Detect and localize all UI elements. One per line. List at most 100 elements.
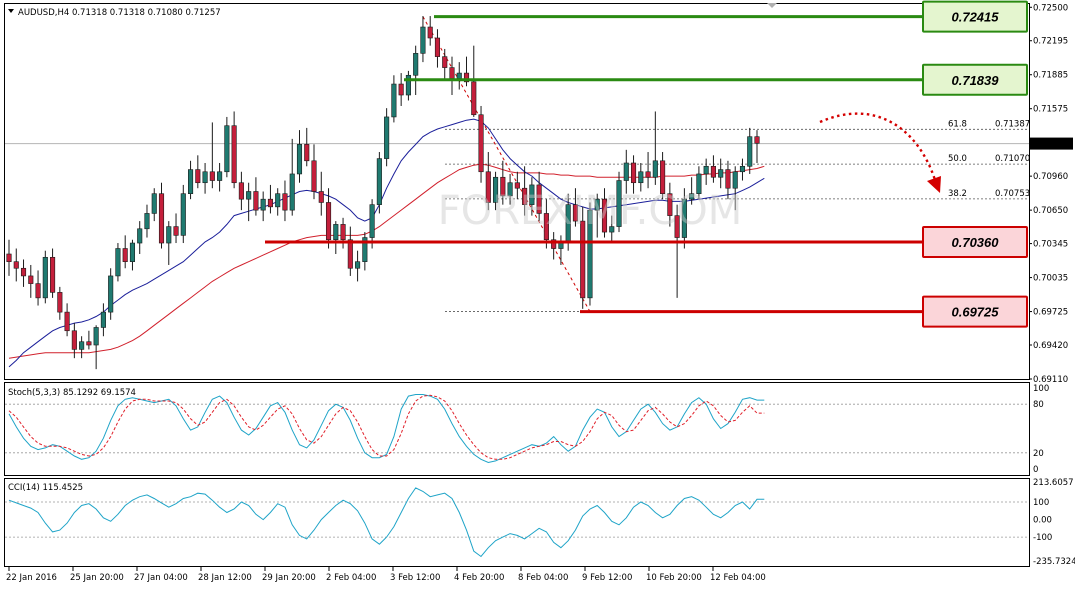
- symbol-header: AUDUSD,H4 0.71318 0.71318 0.71080 0.7125…: [18, 8, 221, 18]
- current-price-badge: [1030, 137, 1073, 150]
- stoch-tick-label: 100: [1033, 384, 1049, 394]
- cci-tick-label: -235.7324: [1033, 557, 1075, 567]
- candle-body: [710, 165, 716, 178]
- candle-body: [442, 56, 448, 68]
- time-tick-label: 25 Jan 20:00: [70, 573, 124, 583]
- resistance-label-box: [922, 63, 1028, 96]
- stoch-tick-label: 20: [1033, 449, 1044, 459]
- candle-body: [478, 114, 484, 173]
- time-tick-label: 3 Feb 12:00: [390, 573, 440, 583]
- candle-body: [318, 191, 324, 203]
- time-tick-label: 9 Feb 12:00: [582, 573, 632, 583]
- candle-body: [427, 26, 433, 39]
- candle-body: [485, 171, 491, 203]
- price-tick-label: 0.69110: [1033, 375, 1068, 385]
- cci-tick-label: 0.00: [1033, 516, 1052, 526]
- candle-body: [529, 184, 535, 205]
- candle-body: [122, 248, 128, 262]
- resistance-label: 0.72415: [952, 10, 1000, 25]
- candle-body: [231, 125, 237, 184]
- fib-ratio-label: 61.8: [948, 119, 967, 129]
- candle-body: [71, 330, 77, 350]
- fib-ratio-label: 38.2: [948, 189, 967, 199]
- candle-body: [362, 237, 368, 262]
- candle-body: [580, 220, 586, 299]
- candle-body: [413, 53, 419, 76]
- candle-body: [50, 256, 56, 293]
- watermark: FOREXIMF.COM: [438, 188, 743, 234]
- stoch-tick-label: 0: [1033, 465, 1038, 475]
- stoch-title: Stoch(5,3,3) 85.1292 69.1574: [8, 388, 136, 398]
- price-tick-label: 0.70650: [1033, 206, 1068, 216]
- candle-body: [609, 226, 615, 233]
- axes-layer: 0.725000.721950.718850.715750.712650.709…: [6, 3, 1075, 583]
- price-tick-label: 0.69420: [1033, 341, 1068, 351]
- price-tick-label: 0.71885: [1033, 71, 1068, 81]
- support-label: 0.70360: [952, 235, 1000, 250]
- candle-body: [398, 83, 404, 96]
- candle-body: [304, 144, 310, 162]
- price-tick-label: 0.69725: [1033, 308, 1068, 318]
- cci-layer: CCI(14) 115.4525: [5, 483, 1029, 558]
- stoch-tick-label: 80: [1033, 400, 1044, 410]
- candle-body: [129, 242, 136, 262]
- price-tick-label: 0.70035: [1033, 274, 1068, 284]
- candle-body: [551, 239, 557, 249]
- time-tick-label: 4 Feb 20:00: [454, 573, 504, 583]
- chart-shift-marker-icon[interactable]: [767, 3, 777, 8]
- candle-body: [282, 193, 288, 211]
- forecast-arrowhead-icon: [927, 176, 941, 193]
- support-label-box: [922, 225, 1028, 258]
- time-tick-label: 8 Feb 04:00: [518, 573, 568, 583]
- candle-body: [674, 215, 680, 238]
- candle-body: [311, 160, 317, 192]
- fib-ratio-label: 50.0: [948, 154, 967, 164]
- candle-body: [536, 184, 542, 214]
- candle-body: [6, 253, 12, 262]
- candle-body: [296, 144, 303, 175]
- candle-body: [42, 256, 48, 299]
- resistance-label: 0.71839: [952, 73, 1000, 88]
- fib-value-label: 0.71070: [995, 154, 1030, 164]
- ma-fast-line: [8, 118, 765, 368]
- candle-body: [493, 176, 499, 203]
- candle-body: [405, 74, 411, 96]
- time-tick-label: 28 Jan 12:00: [198, 573, 252, 583]
- stoch-panel-frame: [4, 382, 1030, 476]
- candle-body: [718, 169, 724, 178]
- candle-body: [630, 162, 637, 184]
- cci-title: CCI(14) 115.4525: [8, 483, 83, 493]
- candle-body: [355, 261, 361, 269]
- candle-body: [246, 191, 252, 200]
- candle-body: [601, 198, 608, 233]
- candle-body: [689, 193, 695, 200]
- candle-body: [144, 213, 150, 230]
- candle-body: [166, 226, 172, 244]
- time-tick-label: 2 Feb 04:00: [326, 573, 376, 583]
- candle-body: [137, 228, 143, 244]
- candle-body: [449, 67, 455, 79]
- candle-body: [660, 160, 666, 194]
- candle-body: [739, 165, 746, 173]
- candle-body: [522, 187, 528, 205]
- time-tick-label: 27 Jan 04:00: [134, 573, 188, 583]
- dropdown-triangle-icon[interactable]: [8, 9, 14, 13]
- candle-body: [260, 198, 266, 211]
- candle-body: [434, 37, 441, 57]
- candle-body: [173, 226, 179, 236]
- cci-line: [8, 487, 765, 558]
- stoch-main-line: [8, 394, 765, 464]
- candle-body: [347, 239, 353, 269]
- candle-body: [681, 198, 687, 238]
- annotation-layer: 0.72415 0.71839 0.70360 0.69725: [265, 0, 1028, 328]
- candle-body: [747, 136, 753, 167]
- candle-body: [325, 202, 332, 241]
- candle-body: [725, 169, 731, 189]
- candle-body: [652, 160, 658, 178]
- candle-body: [108, 275, 114, 313]
- candle-body: [267, 198, 273, 208]
- candle-body: [20, 267, 27, 277]
- price-tick-label: 0.72195: [1033, 37, 1068, 47]
